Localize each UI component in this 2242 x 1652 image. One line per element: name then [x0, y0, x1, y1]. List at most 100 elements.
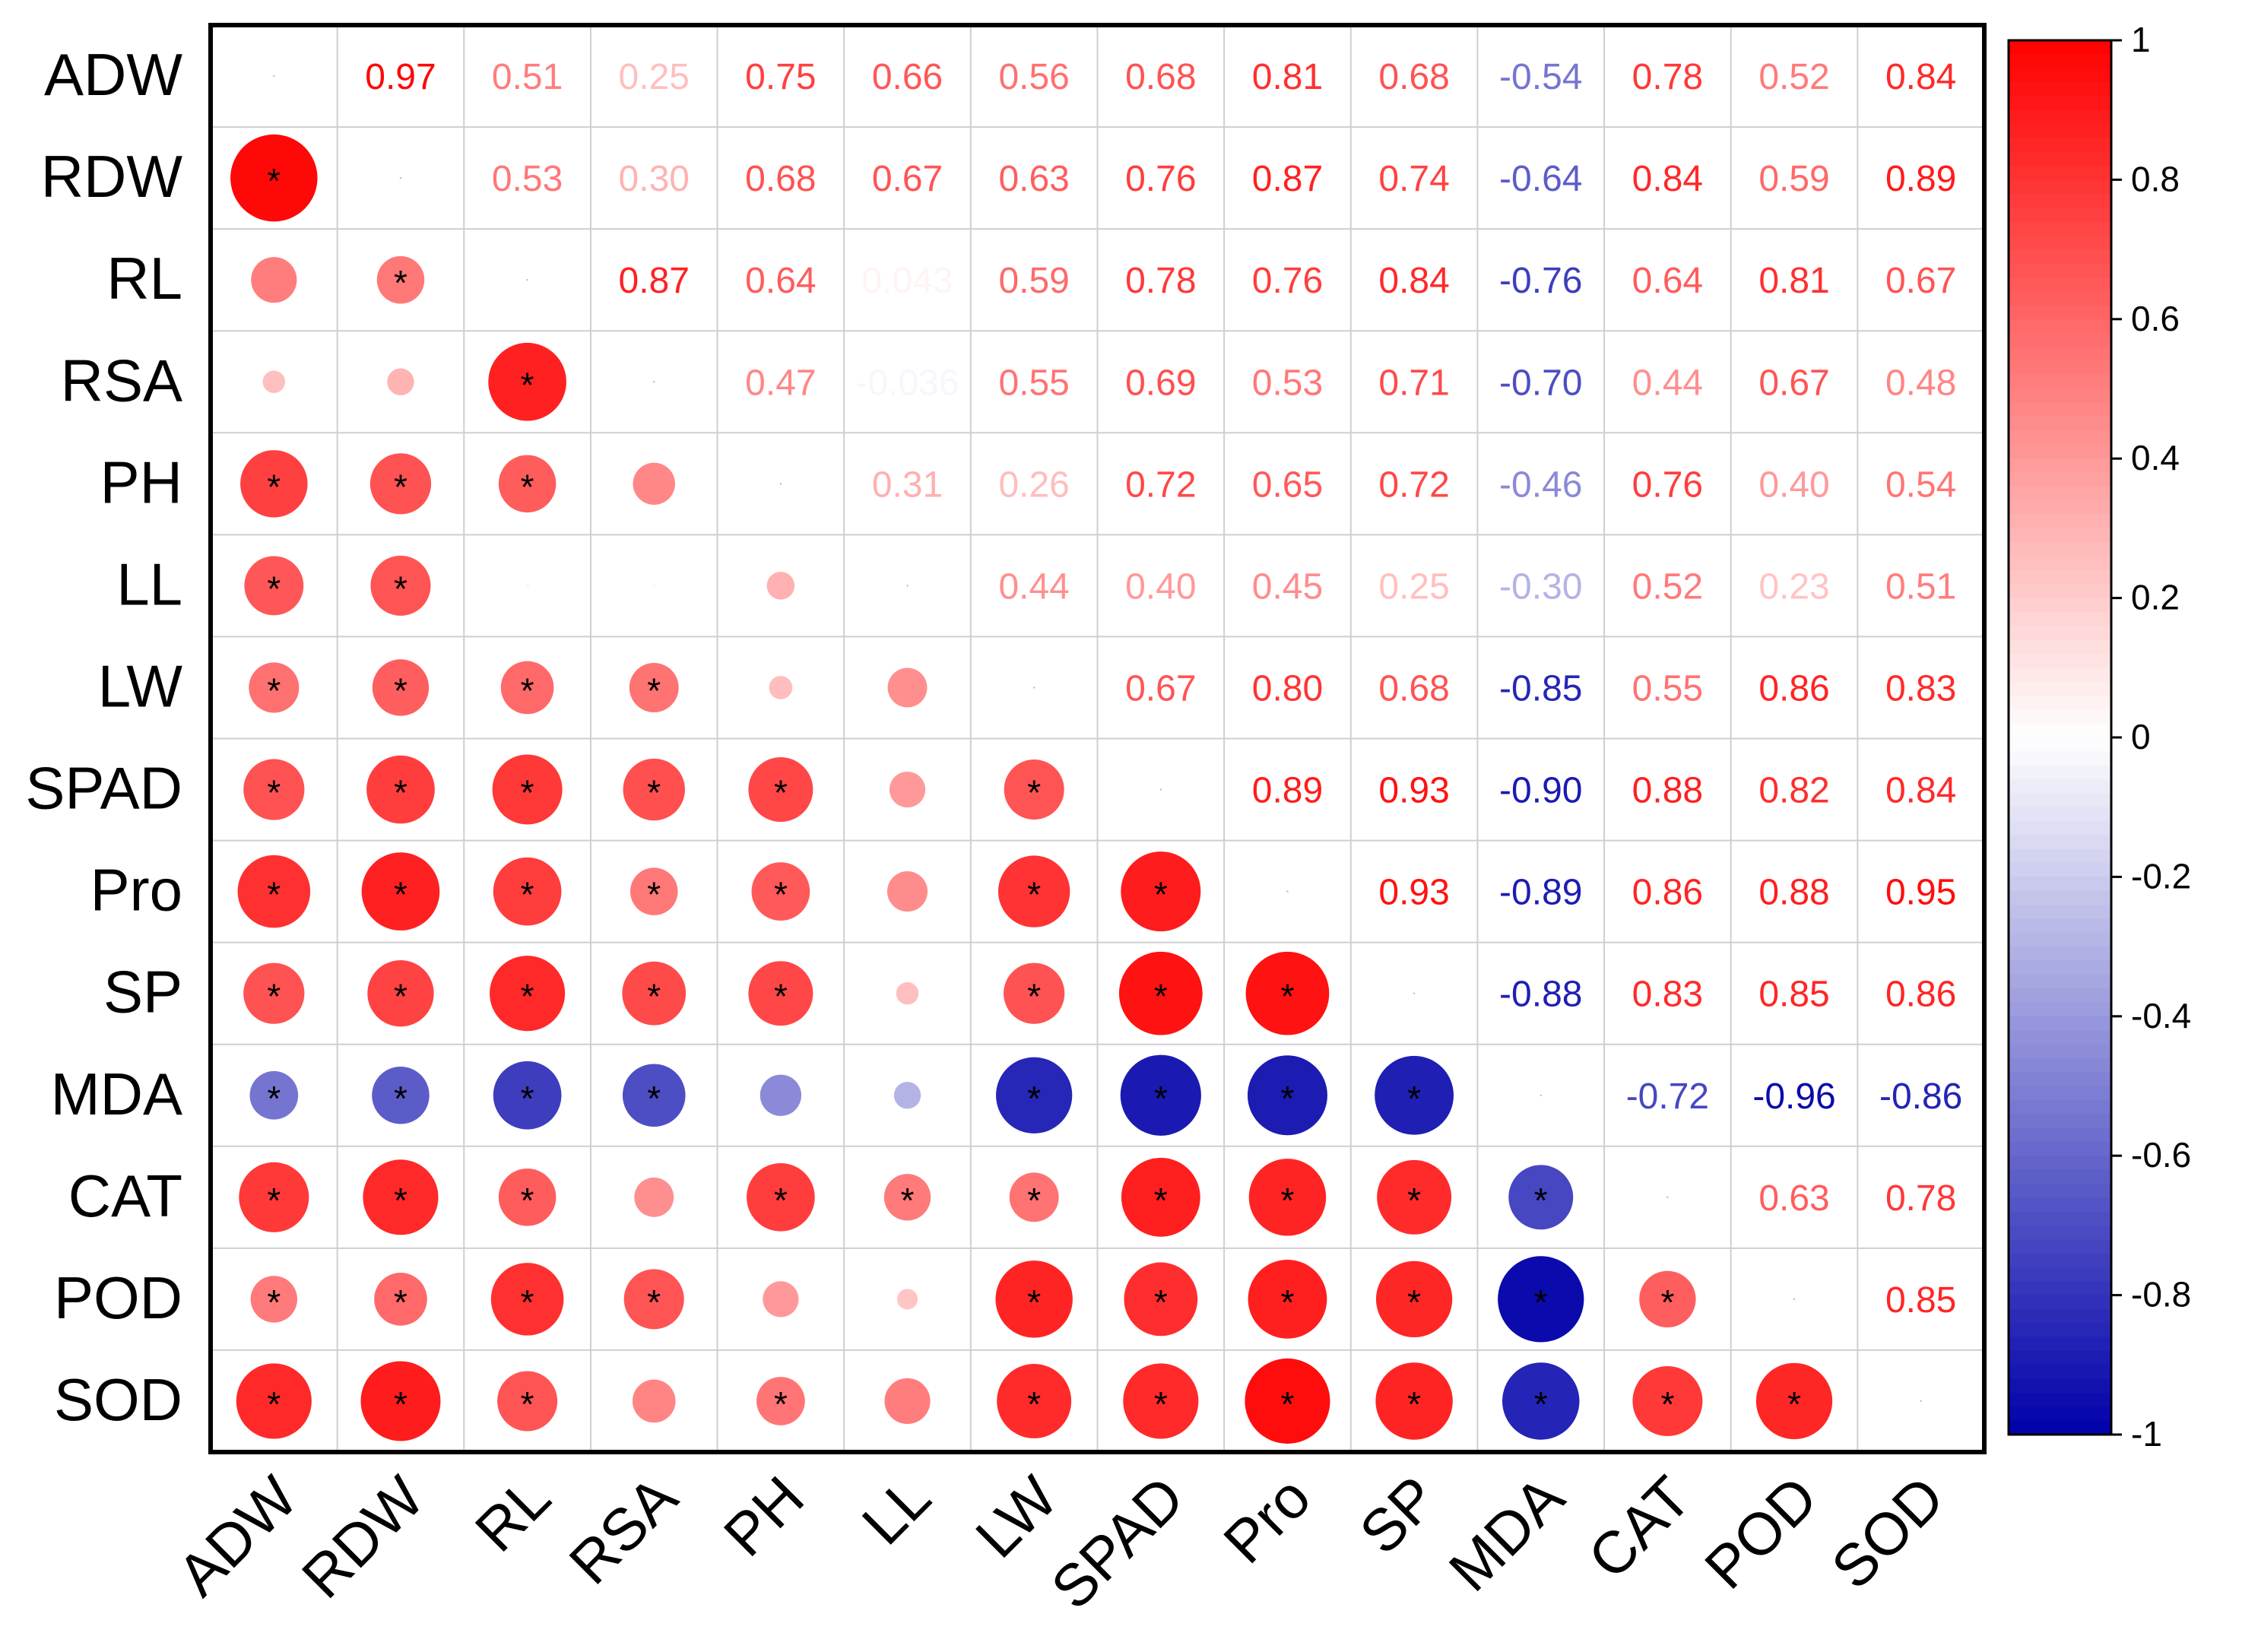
correlation-value-PH-LL: 0.31: [872, 465, 943, 505]
correlation-value-ADW-SP: 0.68: [1378, 57, 1449, 97]
significance-marker: *: [1154, 1079, 1168, 1118]
colorbar-segment: [2009, 1141, 2111, 1157]
significance-marker: *: [1407, 1181, 1421, 1220]
correlation-circle-LW-ADW: [249, 662, 300, 713]
diagonal-dot: [1286, 890, 1289, 893]
significance-marker: *: [1154, 875, 1168, 915]
significance-marker: *: [1154, 1384, 1168, 1424]
matrix-cells: 0.97 0.51 0.25 0.75 0.66 0.56 0.68 0.81 0.68 -0.5…: [230, 57, 1962, 1444]
colorbar-segment: [2009, 444, 2111, 460]
correlation-value-ADW-LL: 0.66: [872, 57, 943, 97]
colorbar-segment: [2009, 1406, 2111, 1422]
colorbar-segment: [2009, 514, 2111, 529]
correlation-circle-CAT-MDA: [1508, 1165, 1574, 1230]
correlation-value-Pro-MDA: -0.89: [1499, 873, 1582, 913]
correlation-circle-RL-RDW: [376, 255, 425, 304]
correlation-value-ADW-RL: 0.51: [492, 57, 563, 97]
colorbar-segment: [2009, 166, 2111, 181]
colorbar-segment: [2009, 556, 2111, 571]
correlation-circle-Pro-PH: [751, 862, 810, 921]
colorbar-segment: [2009, 1002, 2111, 1017]
correlation-value-LL-POD: 0.23: [1758, 566, 1829, 607]
correlation-value-ADW-POD: 0.52: [1758, 57, 1829, 97]
correlation-circle-Pro-RDW: [361, 852, 440, 931]
correlation-value-MDA-POD: -0.96: [1752, 1076, 1835, 1117]
colorbar-segment: [2009, 793, 2111, 808]
significance-marker: *: [267, 1384, 281, 1424]
colorbar-tick-label: -0.8: [2131, 1275, 2191, 1314]
diagonal-dot: [526, 278, 528, 281]
correlation-value-LW-Pro: 0.80: [1252, 668, 1323, 709]
diagonal-dot: [399, 176, 402, 179]
significance-marker: *: [267, 671, 281, 710]
correlation-circle-LL-PH: [766, 572, 795, 600]
significance-marker: *: [1281, 1181, 1295, 1220]
correlation-value-RL-CAT: 0.64: [1632, 261, 1703, 301]
correlation-circle-SOD-MDA: [1502, 1362, 1580, 1440]
colorbar-segment: [2009, 1378, 2111, 1394]
correlation-value-LL-CAT: 0.52: [1632, 566, 1703, 607]
significance-marker: *: [521, 467, 534, 506]
colorbar-segment: [2009, 779, 2111, 794]
significance-marker: *: [1027, 1384, 1041, 1424]
colorbar-segment: [2009, 277, 2111, 293]
correlation-circle-POD-PH: [763, 1281, 799, 1317]
colorbar-tick-label: 0.2: [2131, 578, 2180, 617]
correlation-value-SPAD-SOD: 0.84: [1885, 771, 1956, 811]
correlation-value-PH-POD: 0.40: [1758, 465, 1829, 505]
significance-marker: *: [774, 875, 788, 915]
significance-marker: *: [1027, 773, 1041, 813]
correlation-circle-LL-ADW: [244, 556, 304, 616]
colorbar-segment: [2009, 1365, 2111, 1380]
correlation-circle-POD-LW: [995, 1260, 1073, 1338]
correlation-circle-RL-ADW: [251, 257, 297, 303]
row-label-SPAD: SPAD: [25, 755, 182, 822]
correlation-circle-SOD-RL: [497, 1371, 558, 1432]
significance-marker: *: [1660, 1384, 1674, 1424]
colorbar-segment: [2009, 458, 2111, 474]
grid-lines: [211, 25, 1984, 1452]
colorbar-segment: [2009, 472, 2111, 487]
correlation-circle-SP-RDW: [367, 960, 434, 1027]
significance-marker: *: [521, 773, 534, 813]
colorbar-segment: [2009, 1127, 2111, 1143]
correlation-circle-LW-RDW: [372, 659, 430, 716]
correlation-value-SPAD-SP: 0.93: [1378, 771, 1449, 811]
correlation-circle-SOD-SPAD: [1123, 1363, 1199, 1439]
colorbar-segment: [2009, 1016, 2111, 1032]
significance-marker: *: [1027, 1079, 1041, 1118]
correlation-value-RDW-RL: 0.53: [492, 159, 563, 199]
colorbar-tick-label: 0.4: [2131, 438, 2180, 477]
colorbar-segment: [2009, 1337, 2111, 1352]
colorbar-segment: [2009, 486, 2111, 502]
significance-marker: *: [521, 875, 534, 915]
colorbar-segment: [2009, 877, 2111, 892]
correlation-circle-MDA-RSA: [622, 1064, 686, 1127]
correlation-circle-POD-SP: [1375, 1260, 1453, 1338]
correlation-circle-SOD-POD: [1755, 1362, 1833, 1440]
colorbar-segment: [2009, 347, 2111, 362]
correlation-value-RL-SOD: 0.67: [1885, 261, 1956, 301]
significance-marker: *: [774, 977, 788, 1016]
colorbar-segment: [2009, 333, 2111, 348]
correlation-circle-Pro-SPAD: [1121, 851, 1201, 932]
correlation-value-RDW-SOD: 0.89: [1885, 159, 1956, 199]
significance-marker: *: [521, 1079, 534, 1118]
correlation-value-POD-SOD: 0.85: [1885, 1280, 1956, 1321]
correlation-circle-RDW-ADW: [230, 134, 318, 222]
correlation-circle-SPAD-RDW: [366, 755, 435, 824]
correlation-value-RL-SPAD: 0.78: [1125, 261, 1196, 301]
colorbar-segment: [2009, 1420, 2111, 1435]
correlation-value-RSA-LL: -0.036: [855, 363, 959, 403]
correlation-circle-SP-Pro: [1245, 951, 1330, 1035]
correlation-circle-PH-RL: [498, 455, 557, 513]
significance-marker: *: [901, 1181, 915, 1220]
row-labels: ADW RDW RL RSA PH LL LW SPAD Pro SP MDA CAT POD SOD: [25, 41, 182, 1433]
correlation-value-RSA-POD: 0.67: [1758, 363, 1829, 403]
diagonal-dot: [1920, 1400, 1922, 1403]
significance-marker: *: [647, 977, 661, 1016]
significance-marker: *: [1787, 1384, 1801, 1424]
row-label-SOD: SOD: [54, 1366, 182, 1433]
colorbar-segment: [2009, 1057, 2111, 1073]
diagonal-dot: [1793, 1298, 1796, 1301]
